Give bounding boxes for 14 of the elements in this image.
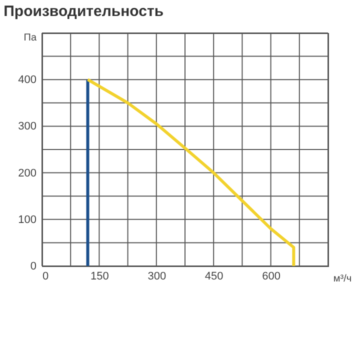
y-tick-label: 200: [18, 167, 36, 180]
y-axis-title: Па: [24, 32, 37, 44]
y-tick-label: 300: [18, 120, 36, 133]
x-tick-label: 150: [90, 270, 109, 282]
x-tick-label: 450: [204, 270, 224, 282]
y-tick-label: 100: [18, 214, 36, 226]
y-tick-label: 0: [30, 260, 36, 272]
line-series: [86, 78, 296, 266]
y-tick-label: 400: [18, 74, 36, 86]
chart-title: Производительность: [4, 3, 164, 20]
x-axis-title: м³/ч: [333, 274, 352, 284]
x-tick-label: 0: [42, 270, 49, 282]
x-tick-label: 300: [148, 270, 166, 282]
x-tick-label: 600: [262, 270, 280, 282]
